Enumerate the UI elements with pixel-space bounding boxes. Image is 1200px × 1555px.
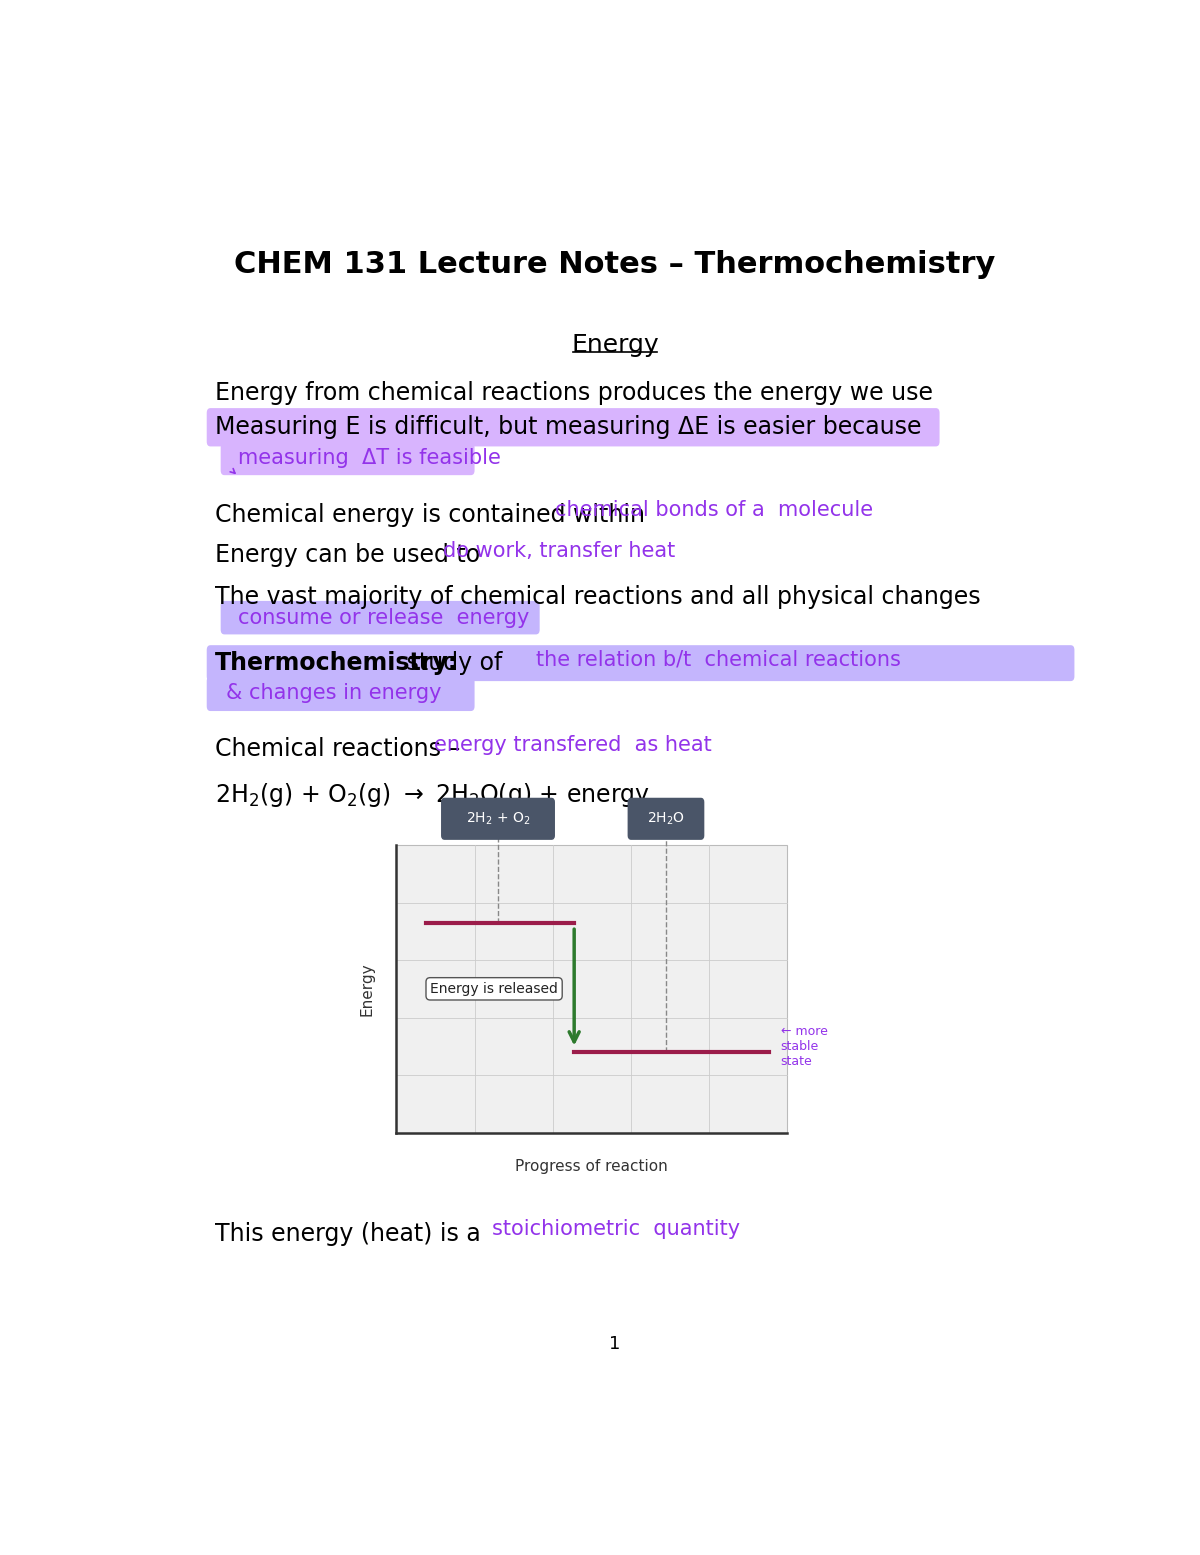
- Text: Measuring E is difficult, but measuring ΔE is easier because: Measuring E is difficult, but measuring …: [215, 415, 922, 439]
- Text: measuring  ΔT is feasible: measuring ΔT is feasible: [239, 448, 502, 468]
- Text: 2H$_2$ + O$_2$: 2H$_2$ + O$_2$: [466, 810, 530, 827]
- Text: study of: study of: [400, 652, 503, 675]
- Text: Energy: Energy: [571, 333, 659, 356]
- Text: ← more
stable
state: ← more stable state: [781, 1025, 828, 1068]
- FancyBboxPatch shape: [396, 846, 787, 1132]
- Text: Progress of reaction: Progress of reaction: [515, 1158, 668, 1174]
- Text: 2H$_2$O: 2H$_2$O: [647, 810, 685, 827]
- Text: chemical bonds of a  molecule: chemical bonds of a molecule: [554, 499, 872, 519]
- FancyBboxPatch shape: [221, 600, 540, 634]
- Text: Chemical energy is contained within: Chemical energy is contained within: [215, 502, 660, 527]
- FancyBboxPatch shape: [206, 676, 474, 711]
- Text: stoichiometric  quantity: stoichiometric quantity: [492, 1219, 740, 1239]
- FancyBboxPatch shape: [206, 645, 1074, 681]
- Text: 1: 1: [610, 1336, 620, 1353]
- Text: 2H$_2$(g) + O$_2$(g) $\rightarrow$ 2H$_2$O(g) + energy: 2H$_2$(g) + O$_2$(g) $\rightarrow$ 2H$_2…: [215, 781, 650, 809]
- Text: Chemical reactions –: Chemical reactions –: [215, 737, 475, 762]
- Text: This energy (heat) is a: This energy (heat) is a: [215, 1222, 496, 1246]
- Text: Energy is released: Energy is released: [430, 981, 558, 995]
- Text: Thermochemistry:: Thermochemistry:: [215, 652, 458, 675]
- Text: Energy from chemical reactions produces the energy we use: Energy from chemical reactions produces …: [215, 381, 934, 404]
- Text: Energy: Energy: [359, 963, 374, 1015]
- FancyBboxPatch shape: [629, 798, 703, 840]
- Text: do work, transfer heat: do work, transfer heat: [443, 541, 676, 561]
- Text: energy transfered  as heat: energy transfered as heat: [433, 734, 712, 754]
- Text: The vast majority of chemical reactions and all physical changes: The vast majority of chemical reactions …: [215, 585, 980, 610]
- FancyBboxPatch shape: [442, 798, 554, 840]
- Text: & changes in energy: & changes in energy: [227, 683, 442, 703]
- Text: CHEM 131 Lecture Notes – Thermochemistry: CHEM 131 Lecture Notes – Thermochemistry: [234, 250, 996, 278]
- Text: Energy can be used to: Energy can be used to: [215, 543, 496, 568]
- Text: the relation b/t  chemical reactions: the relation b/t chemical reactions: [536, 650, 901, 670]
- FancyBboxPatch shape: [206, 407, 940, 446]
- FancyBboxPatch shape: [221, 443, 474, 476]
- Text: consume or release  energy: consume or release energy: [239, 608, 529, 628]
